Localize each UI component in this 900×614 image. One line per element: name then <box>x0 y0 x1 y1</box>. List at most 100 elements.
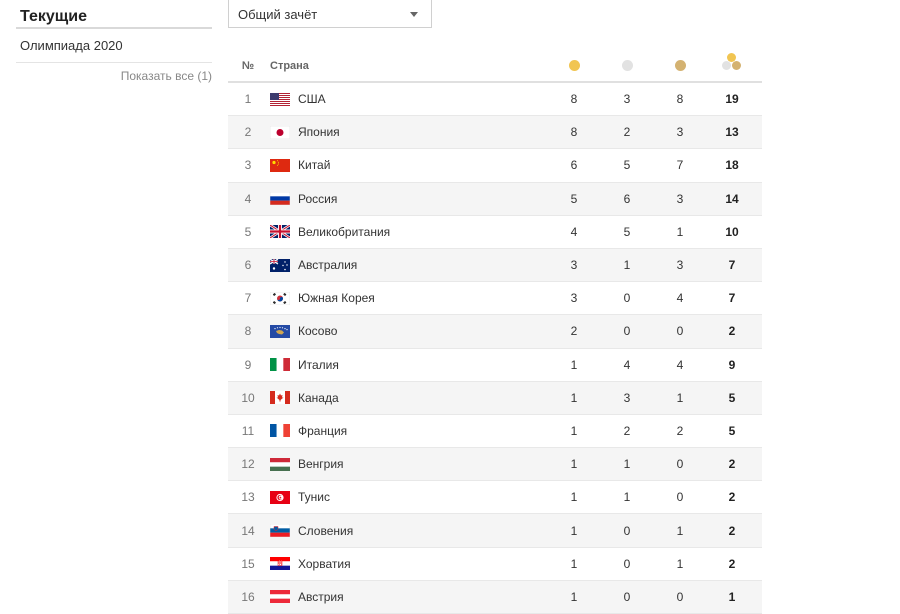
row-silver: 0 <box>623 291 631 306</box>
all-medals-icon[interactable] <box>720 50 744 81</box>
row-country[interactable]: Австралия <box>298 258 358 273</box>
kosovo-flag-icon <box>270 315 290 347</box>
row-bronze: 2 <box>676 423 684 438</box>
row-silver: 1 <box>623 457 631 472</box>
row-country[interactable]: Италия <box>298 357 339 372</box>
table-row[interactable]: 3 Китай 6 5 7 18 <box>228 149 762 183</box>
row-gold: 1 <box>570 357 578 372</box>
france-flag-icon <box>270 415 290 447</box>
table-row[interactable]: 5 Великобритания 4 5 1 10 <box>228 216 762 249</box>
hungary-flag-icon <box>270 448 290 480</box>
row-country[interactable]: Канада <box>298 390 339 405</box>
row-rank: 4 <box>244 191 252 206</box>
row-gold: 8 <box>570 125 578 140</box>
table-row[interactable]: 9 Италия 1 4 4 9 <box>228 349 762 382</box>
bronze-medal-icon[interactable] <box>668 50 692 81</box>
row-rank: 2 <box>244 125 252 140</box>
sidebar: Текущие Олимпиада 2020 Показать все (1) <box>16 0 212 83</box>
russia-flag-icon <box>270 183 290 215</box>
row-rank: 10 <box>241 390 255 405</box>
row-total: 19 <box>725 92 739 107</box>
table-row[interactable]: 12 Венгрия 1 1 0 2 <box>228 448 762 482</box>
row-gold: 1 <box>570 490 578 505</box>
row-bronze: 1 <box>676 556 684 571</box>
row-country[interactable]: Словения <box>298 523 354 538</box>
row-total: 2 <box>728 324 736 339</box>
row-gold: 5 <box>570 191 578 206</box>
row-country[interactable]: Австрия <box>298 589 344 604</box>
row-total: 5 <box>728 423 736 438</box>
row-total: 7 <box>728 291 736 306</box>
table-row[interactable]: 4 Россия 5 6 3 14 <box>228 182 762 216</box>
row-rank: 1 <box>244 92 252 107</box>
row-silver: 0 <box>623 556 631 571</box>
row-country[interactable]: Тунис <box>298 490 330 505</box>
china-flag-icon <box>270 149 290 181</box>
row-rank: 9 <box>244 357 252 372</box>
sidebar-item-olympics-2020[interactable]: Олимпиада 2020 <box>16 29 212 63</box>
table-row[interactable]: 2 Япония 8 2 3 13 <box>228 116 762 150</box>
us-flag-icon <box>270 83 290 115</box>
row-country[interactable]: США <box>298 92 326 107</box>
tunisia-flag-icon <box>270 481 290 513</box>
row-bronze: 8 <box>676 92 684 107</box>
row-rank: 13 <box>241 490 255 505</box>
row-silver: 3 <box>623 390 631 405</box>
table-row[interactable]: 16 Австрия 1 0 0 1 <box>228 580 762 614</box>
row-country[interactable]: Хорватия <box>298 556 351 571</box>
row-silver: 5 <box>623 158 631 173</box>
row-rank: 7 <box>244 291 252 306</box>
row-total: 2 <box>728 490 736 505</box>
table-row[interactable]: 13 Тунис 1 1 0 2 <box>228 481 762 515</box>
table-row[interactable]: 10 Канада 1 3 1 5 <box>228 381 762 415</box>
row-total: 2 <box>728 457 736 472</box>
croatia-flag-icon <box>270 548 290 580</box>
table-row[interactable]: 1 США 8 3 8 19 <box>228 83 762 117</box>
row-gold: 1 <box>570 457 578 472</box>
row-country[interactable]: Китай <box>298 158 331 173</box>
row-silver: 5 <box>623 224 631 239</box>
row-silver: 6 <box>623 191 631 206</box>
table-row[interactable]: 6 Австралия 3 1 3 7 <box>228 248 762 283</box>
table-row[interactable]: 11 Франция 1 2 2 5 <box>228 415 762 449</box>
row-country[interactable]: Россия <box>298 191 338 206</box>
row-bronze: 4 <box>676 291 684 306</box>
row-gold: 2 <box>570 324 578 339</box>
dropdown-selected-value: Общий зачёт <box>238 7 318 22</box>
row-total: 7 <box>728 258 736 273</box>
row-country[interactable]: Южная Корея <box>298 291 375 306</box>
row-silver: 4 <box>623 357 631 372</box>
row-gold: 3 <box>570 291 578 306</box>
row-bronze: 0 <box>676 457 684 472</box>
table-row[interactable]: 15 Хорватия 1 0 1 2 <box>228 548 762 581</box>
row-country[interactable]: Япония <box>298 125 340 140</box>
header-country[interactable]: Страна <box>270 59 309 72</box>
row-silver: 3 <box>623 92 631 107</box>
standings-dropdown[interactable]: Общий зачёт <box>228 0 432 28</box>
row-total: 2 <box>728 556 736 571</box>
medal-table: № Страна 1 США 8 3 8 19 2 Япония 8 2 3 13 3 Китай 6 5 7 1… <box>228 50 762 614</box>
row-bronze: 3 <box>676 258 684 273</box>
row-country[interactable]: Франция <box>298 423 348 438</box>
header-rank[interactable]: № <box>241 59 255 72</box>
row-silver: 2 <box>623 423 631 438</box>
row-gold: 4 <box>570 224 578 239</box>
silver-medal-icon[interactable] <box>615 50 639 81</box>
japan-flag-icon <box>270 116 290 148</box>
row-total: 5 <box>728 390 736 405</box>
slovenia-flag-icon <box>270 514 290 546</box>
row-bronze: 7 <box>676 158 684 173</box>
show-all-link[interactable]: Показать все (1) <box>120 69 212 83</box>
row-country[interactable]: Косово <box>298 324 338 339</box>
table-row[interactable]: 8 Косово 2 0 0 2 <box>228 315 762 349</box>
row-gold: 1 <box>570 589 578 604</box>
gold-medal-icon[interactable] <box>562 50 586 81</box>
row-country[interactable]: Венгрия <box>298 457 344 472</box>
row-total: 2 <box>728 523 736 538</box>
table-row[interactable]: 7 Южная Корея 3 0 4 7 <box>228 282 762 316</box>
row-gold: 1 <box>570 423 578 438</box>
uk-flag-icon <box>270 216 290 248</box>
table-row[interactable]: 14 Словения 1 0 1 2 <box>228 514 762 548</box>
austria-flag-icon <box>270 581 290 613</box>
row-country[interactable]: Великобритания <box>298 224 391 239</box>
